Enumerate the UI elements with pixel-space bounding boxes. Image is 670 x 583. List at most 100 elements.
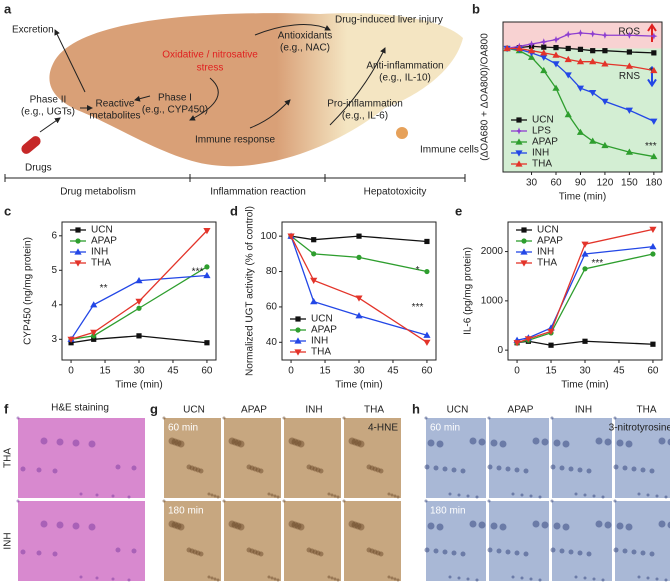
texture xyxy=(574,492,578,496)
data-point xyxy=(310,298,318,305)
texture xyxy=(541,521,549,529)
label: Phase I xyxy=(158,93,192,104)
micrograph xyxy=(426,418,486,498)
texture xyxy=(529,577,533,581)
x-tick-label: 45 xyxy=(167,366,179,377)
label: (e.g., NAC) xyxy=(280,43,330,54)
texture xyxy=(658,437,666,445)
texture xyxy=(562,523,570,531)
texture xyxy=(288,437,296,445)
series-line xyxy=(290,235,428,336)
data-point xyxy=(540,54,548,61)
texture xyxy=(282,416,286,420)
texture xyxy=(514,467,520,473)
column-label: APAP xyxy=(508,405,534,416)
texture xyxy=(595,437,603,445)
texture xyxy=(622,465,628,471)
panel-a: a Excretion Phase II (e.g., UGTs) Reacti… xyxy=(4,1,479,197)
data-point xyxy=(576,128,585,135)
y-tick-label: 6 xyxy=(51,230,57,241)
column-label: UCN xyxy=(183,405,205,416)
label: Excretion xyxy=(12,25,54,36)
data-point xyxy=(513,340,521,347)
data-point xyxy=(527,47,536,54)
texture xyxy=(270,576,274,580)
texture xyxy=(604,438,612,446)
micrograph xyxy=(164,501,221,581)
texture xyxy=(496,465,502,471)
annotation: *** xyxy=(591,258,603,269)
label: Anti-inflammation xyxy=(366,61,443,72)
arrows xyxy=(39,24,386,133)
data-point xyxy=(650,152,658,160)
data-point xyxy=(423,331,431,338)
texture xyxy=(559,548,565,554)
texture xyxy=(396,495,400,499)
texture xyxy=(667,521,670,529)
texture xyxy=(601,578,605,582)
row-label: INH xyxy=(3,532,14,549)
data-point xyxy=(625,107,633,114)
pill-icon xyxy=(21,136,41,154)
texture xyxy=(487,547,493,553)
legend-marker xyxy=(75,238,81,244)
data-point xyxy=(135,298,143,305)
legend-marker xyxy=(516,117,522,123)
y-tick-label: 0 xyxy=(497,345,503,356)
texture xyxy=(550,499,554,503)
data-point xyxy=(90,301,98,308)
label: Immune response xyxy=(195,135,275,146)
texture xyxy=(553,439,561,447)
y-tick-label: 5 xyxy=(51,265,57,276)
texture xyxy=(79,575,83,579)
texture xyxy=(577,467,583,473)
panel-letter: b xyxy=(472,1,480,16)
texture xyxy=(499,440,507,448)
annotation: *** xyxy=(645,141,657,152)
panel-title: H&E staining xyxy=(51,403,109,414)
data-point xyxy=(564,111,572,118)
x-tick-label: 120 xyxy=(597,178,614,189)
texture xyxy=(270,493,274,497)
texture xyxy=(478,521,486,529)
texture xyxy=(424,499,428,503)
texture xyxy=(213,494,217,498)
texture xyxy=(505,549,511,555)
label: metabolites xyxy=(89,111,140,122)
texture xyxy=(95,576,99,580)
x-tick-label: 30 xyxy=(526,178,538,189)
data-point xyxy=(564,55,572,63)
time-label: 60 min xyxy=(168,423,198,434)
texture xyxy=(20,466,26,472)
plot-frame xyxy=(502,21,663,173)
time-label: 180 min xyxy=(430,506,466,517)
texture xyxy=(52,468,58,474)
texture xyxy=(655,494,659,498)
texture xyxy=(88,523,96,531)
texture xyxy=(427,522,435,530)
series-line xyxy=(290,235,427,243)
data-point xyxy=(527,53,536,60)
data-point xyxy=(311,251,317,257)
texture xyxy=(505,466,511,472)
texture xyxy=(520,493,524,497)
texture xyxy=(168,437,176,445)
texture xyxy=(72,439,80,447)
texture xyxy=(637,492,641,496)
texture xyxy=(658,520,666,528)
stain-label: 3-nitrotyrosine xyxy=(609,423,670,434)
x-tick-label: 45 xyxy=(387,366,399,377)
micrograph xyxy=(489,418,549,498)
legend-label: LPS xyxy=(532,126,551,137)
texture xyxy=(511,575,515,579)
micrograph xyxy=(344,418,401,498)
micrograph xyxy=(284,418,341,498)
data-point xyxy=(503,44,511,52)
data-point xyxy=(424,268,430,275)
micrograph xyxy=(615,501,670,581)
texture xyxy=(40,437,48,445)
label: (e.g., CYP450) xyxy=(142,105,208,116)
data-point xyxy=(625,62,633,69)
panel-letter: a xyxy=(4,1,12,16)
texture xyxy=(95,493,99,497)
